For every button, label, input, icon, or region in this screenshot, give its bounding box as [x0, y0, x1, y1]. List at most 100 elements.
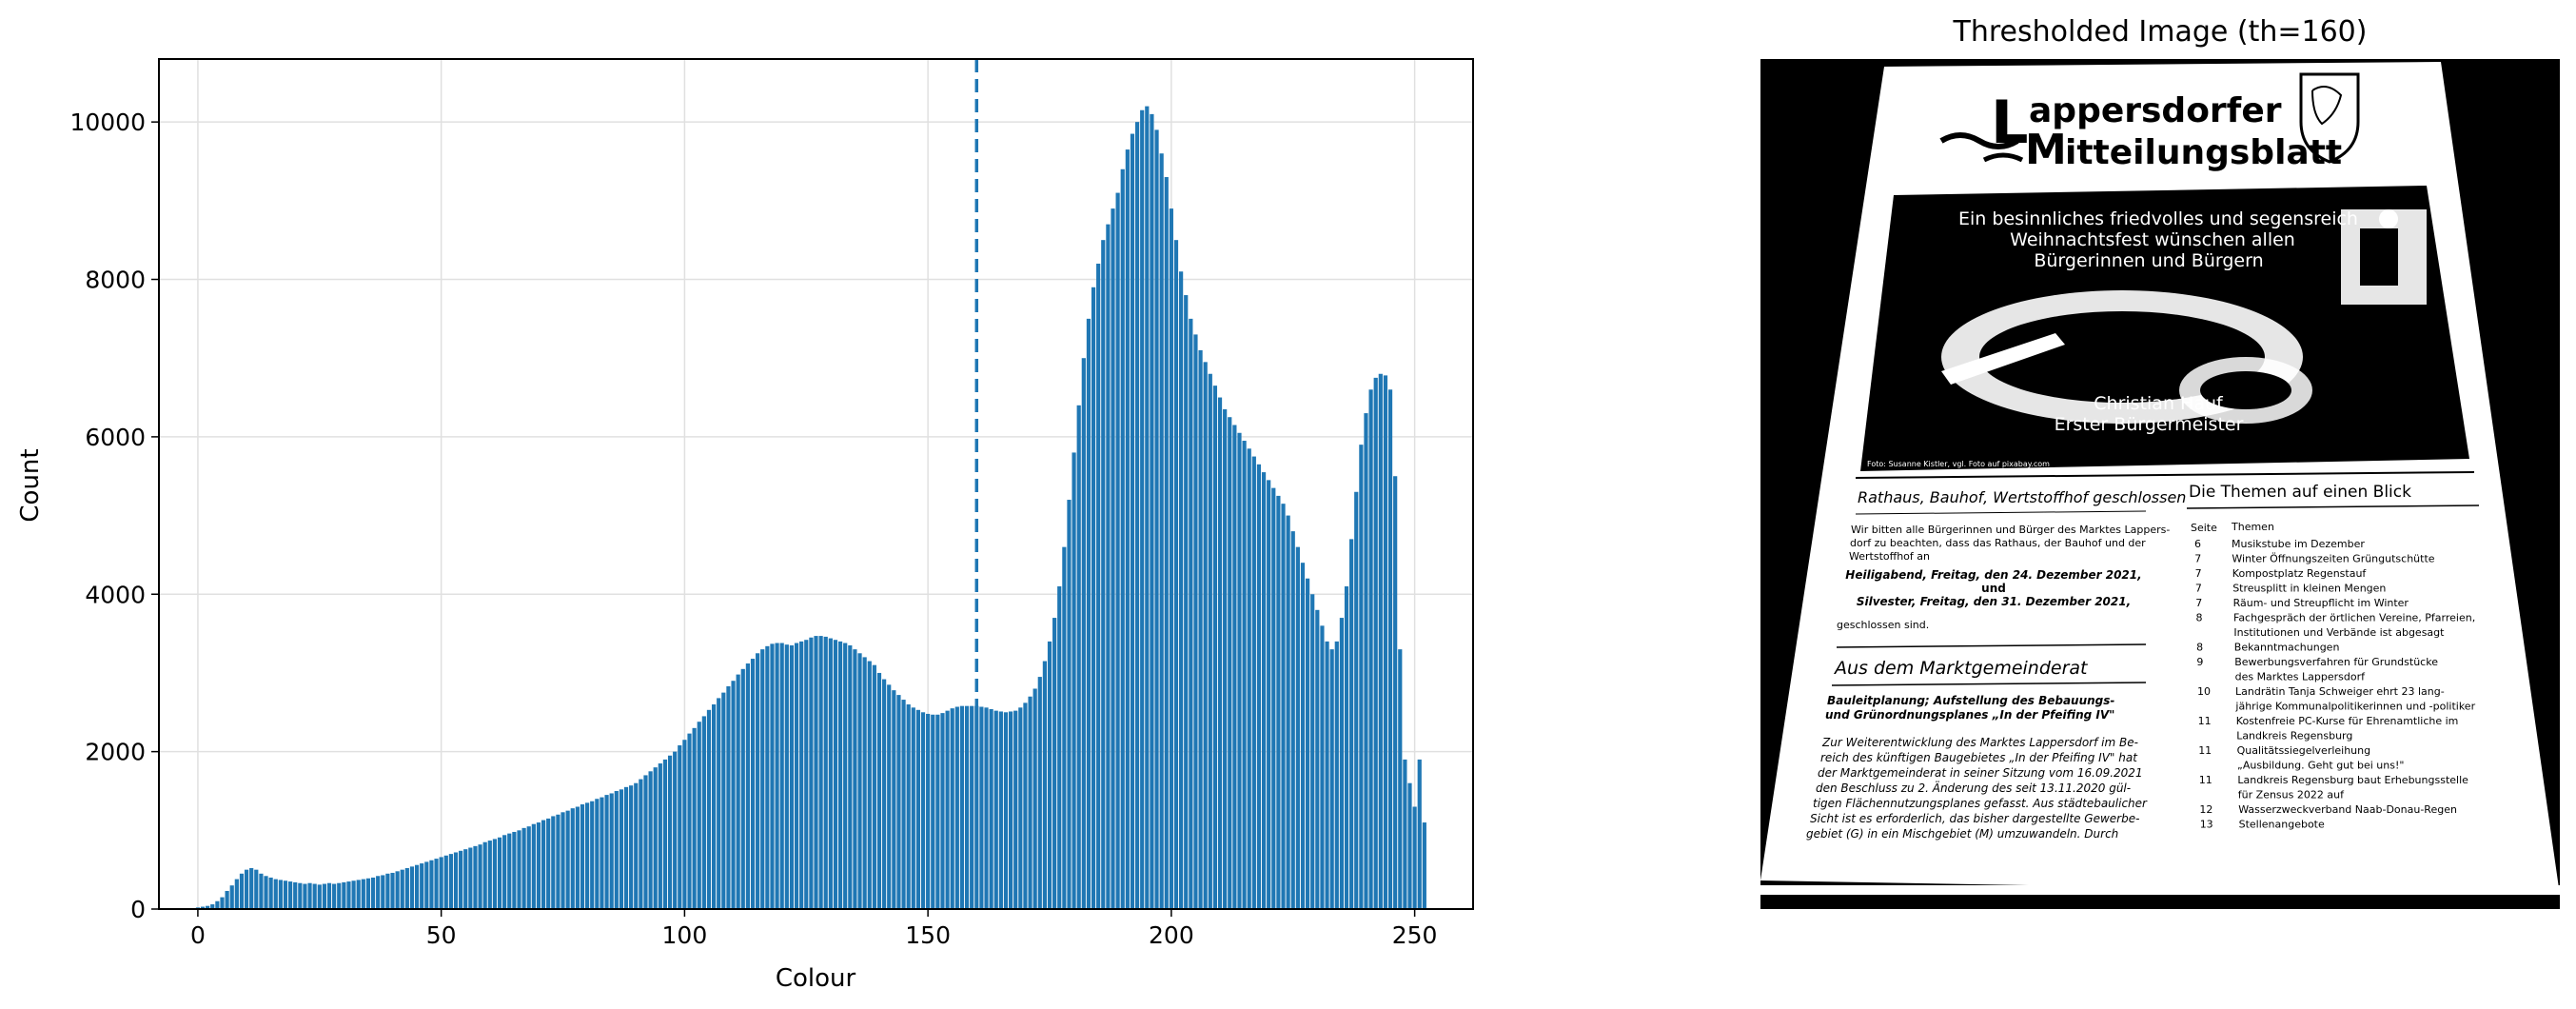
histogram-bar: [1325, 641, 1329, 909]
y-tick-label: 10000: [69, 109, 146, 136]
histogram-bar: [210, 904, 215, 909]
histogram-bar: [1398, 649, 1403, 909]
histogram-bar: [682, 740, 687, 909]
histogram-bar: [731, 681, 736, 909]
histogram-bar: [1062, 546, 1067, 909]
toc-page: 8: [2196, 612, 2203, 624]
histogram-bar: [595, 799, 600, 909]
histogram-bar: [896, 695, 901, 909]
y-tick-label: 0: [130, 896, 146, 923]
histogram-bar: [448, 854, 453, 909]
histogram-bar: [1281, 504, 1286, 909]
histogram-bar: [775, 643, 779, 909]
histogram-bar: [1003, 712, 1009, 909]
histogram-bar: [200, 906, 206, 909]
histogram-bar: [492, 839, 498, 909]
toc-page: 6: [2194, 538, 2201, 550]
histogram-bar: [443, 855, 448, 909]
histogram-bar: [721, 692, 726, 909]
histogram-bar: [414, 864, 420, 909]
histogram-bar: [361, 879, 365, 909]
date-line: Heiligabend, Freitag, den 24. Dezember 2…: [1845, 568, 2141, 582]
histogram-bar: [215, 900, 220, 909]
toc-page: 7: [2195, 567, 2202, 580]
photo-text-line: Ein besinnliches friedvolles und segensr…: [1958, 208, 2358, 229]
body-line: Wir bitten alle Bürgerinnen und Bürger d…: [1851, 524, 2170, 536]
histogram-bar: [1081, 358, 1086, 909]
histogram-bar: [1189, 318, 1193, 910]
histogram-bar: [385, 873, 390, 909]
histogram-bar: [1276, 495, 1281, 909]
histogram-bar: [400, 869, 404, 909]
histogram-bar: [429, 860, 434, 909]
histogram-bar: [575, 806, 580, 909]
histogram-bar: [293, 881, 298, 909]
masthead-letter-l: L: [1991, 88, 2029, 157]
toc-page: 9: [2196, 656, 2203, 668]
body-line: Sicht ist es erforderlich, das bisher da…: [1810, 812, 2139, 825]
masthead: L appersdorfer M itteilungsblatt: [1939, 72, 2360, 174]
histogram-bar: [365, 878, 371, 909]
histogram-bar: [779, 643, 784, 909]
histogram-bar: [225, 890, 229, 909]
histogram-bar: [1042, 661, 1047, 909]
histogram-bar: [1271, 487, 1276, 909]
photo-text-line: Weihnachtsfest wünschen allen: [2010, 229, 2295, 250]
histogram-bar: [1193, 334, 1198, 909]
histogram-bar: [1228, 417, 1232, 909]
histogram-bar: [409, 866, 415, 909]
histogram-chart: 0 50 100 150 200 250 0 2000 4000 6000 8000 10000 C…: [16, 58, 1474, 993]
histogram-bar: [931, 714, 935, 909]
histogram-bar: [740, 668, 745, 909]
histogram-bar: [1067, 500, 1072, 909]
histogram-bar: [1373, 377, 1378, 909]
histogram-bar: [1212, 386, 1218, 909]
histogram-bar: [964, 705, 970, 909]
histogram-bar: [326, 882, 332, 909]
histogram-bar: [1315, 609, 1320, 909]
histogram-bar: [717, 698, 721, 909]
histogram-bar: [381, 875, 385, 909]
histogram-bar: [229, 885, 234, 909]
histogram-bar: [351, 880, 356, 909]
histogram-bar: [1057, 585, 1062, 909]
toc-page: 7: [2195, 597, 2202, 609]
histogram-bar: [531, 823, 536, 909]
histogram-bar: [837, 641, 843, 909]
toc-list: 6 Musikstube im Dezember 7 Winter Öffnungsz…: [2194, 538, 2476, 831]
histogram-bar: [268, 877, 273, 909]
histogram-bar: [1295, 546, 1300, 909]
histogram-bar: [1013, 710, 1018, 909]
histogram-bar: [1378, 373, 1383, 910]
histogram-bar: [678, 745, 682, 909]
histogram-bar: [833, 640, 838, 909]
histogram-bar: [1115, 192, 1120, 909]
histogram-bar: [239, 873, 245, 909]
histogram-bar: [439, 857, 443, 909]
body-line: der Marktgemeinderat in seiner Sitzung v…: [1818, 766, 2143, 780]
body-line: Wertstoffhof an: [1849, 550, 1930, 563]
histogram-bar: [1198, 349, 1203, 909]
histogram-bar: [1120, 168, 1125, 909]
histogram-bar: [1320, 625, 1325, 909]
histogram-bar: [726, 686, 731, 909]
histogram-bar: [1305, 578, 1310, 909]
histogram-bar: [823, 636, 828, 909]
histogram-bar: [634, 782, 639, 909]
histogram-bar: [862, 657, 867, 909]
histogram-bar: [337, 882, 342, 909]
body-line: den Beschluss zu 2. Änderung des seit 13…: [1816, 781, 2131, 795]
toc-topic: Winter Öffnungszeiten Grüngutschütte: [2232, 553, 2434, 565]
histogram-bar: [1403, 759, 1407, 909]
body-line: reich des künftigen Baugebietes „In der …: [1820, 751, 2138, 764]
histogram-bar: [1412, 806, 1417, 909]
histogram-bar: [1203, 362, 1208, 909]
toc-topic: Wasserzweckverband Naab-Donau-Regen: [2238, 803, 2457, 816]
histogram-bar: [288, 881, 293, 909]
body-line: dorf zu beachten, dass das Rathaus, der …: [1850, 537, 2146, 549]
histogram-bar: [556, 814, 560, 909]
histogram-bar: [1290, 531, 1295, 909]
histogram-bar: [332, 883, 337, 909]
left-column: Rathaus, Bauhof, Wertstoffhof geschlosse…: [1806, 488, 2186, 841]
toc-topic: Bewerbungsverfahren für Grundstücke: [2234, 656, 2438, 668]
